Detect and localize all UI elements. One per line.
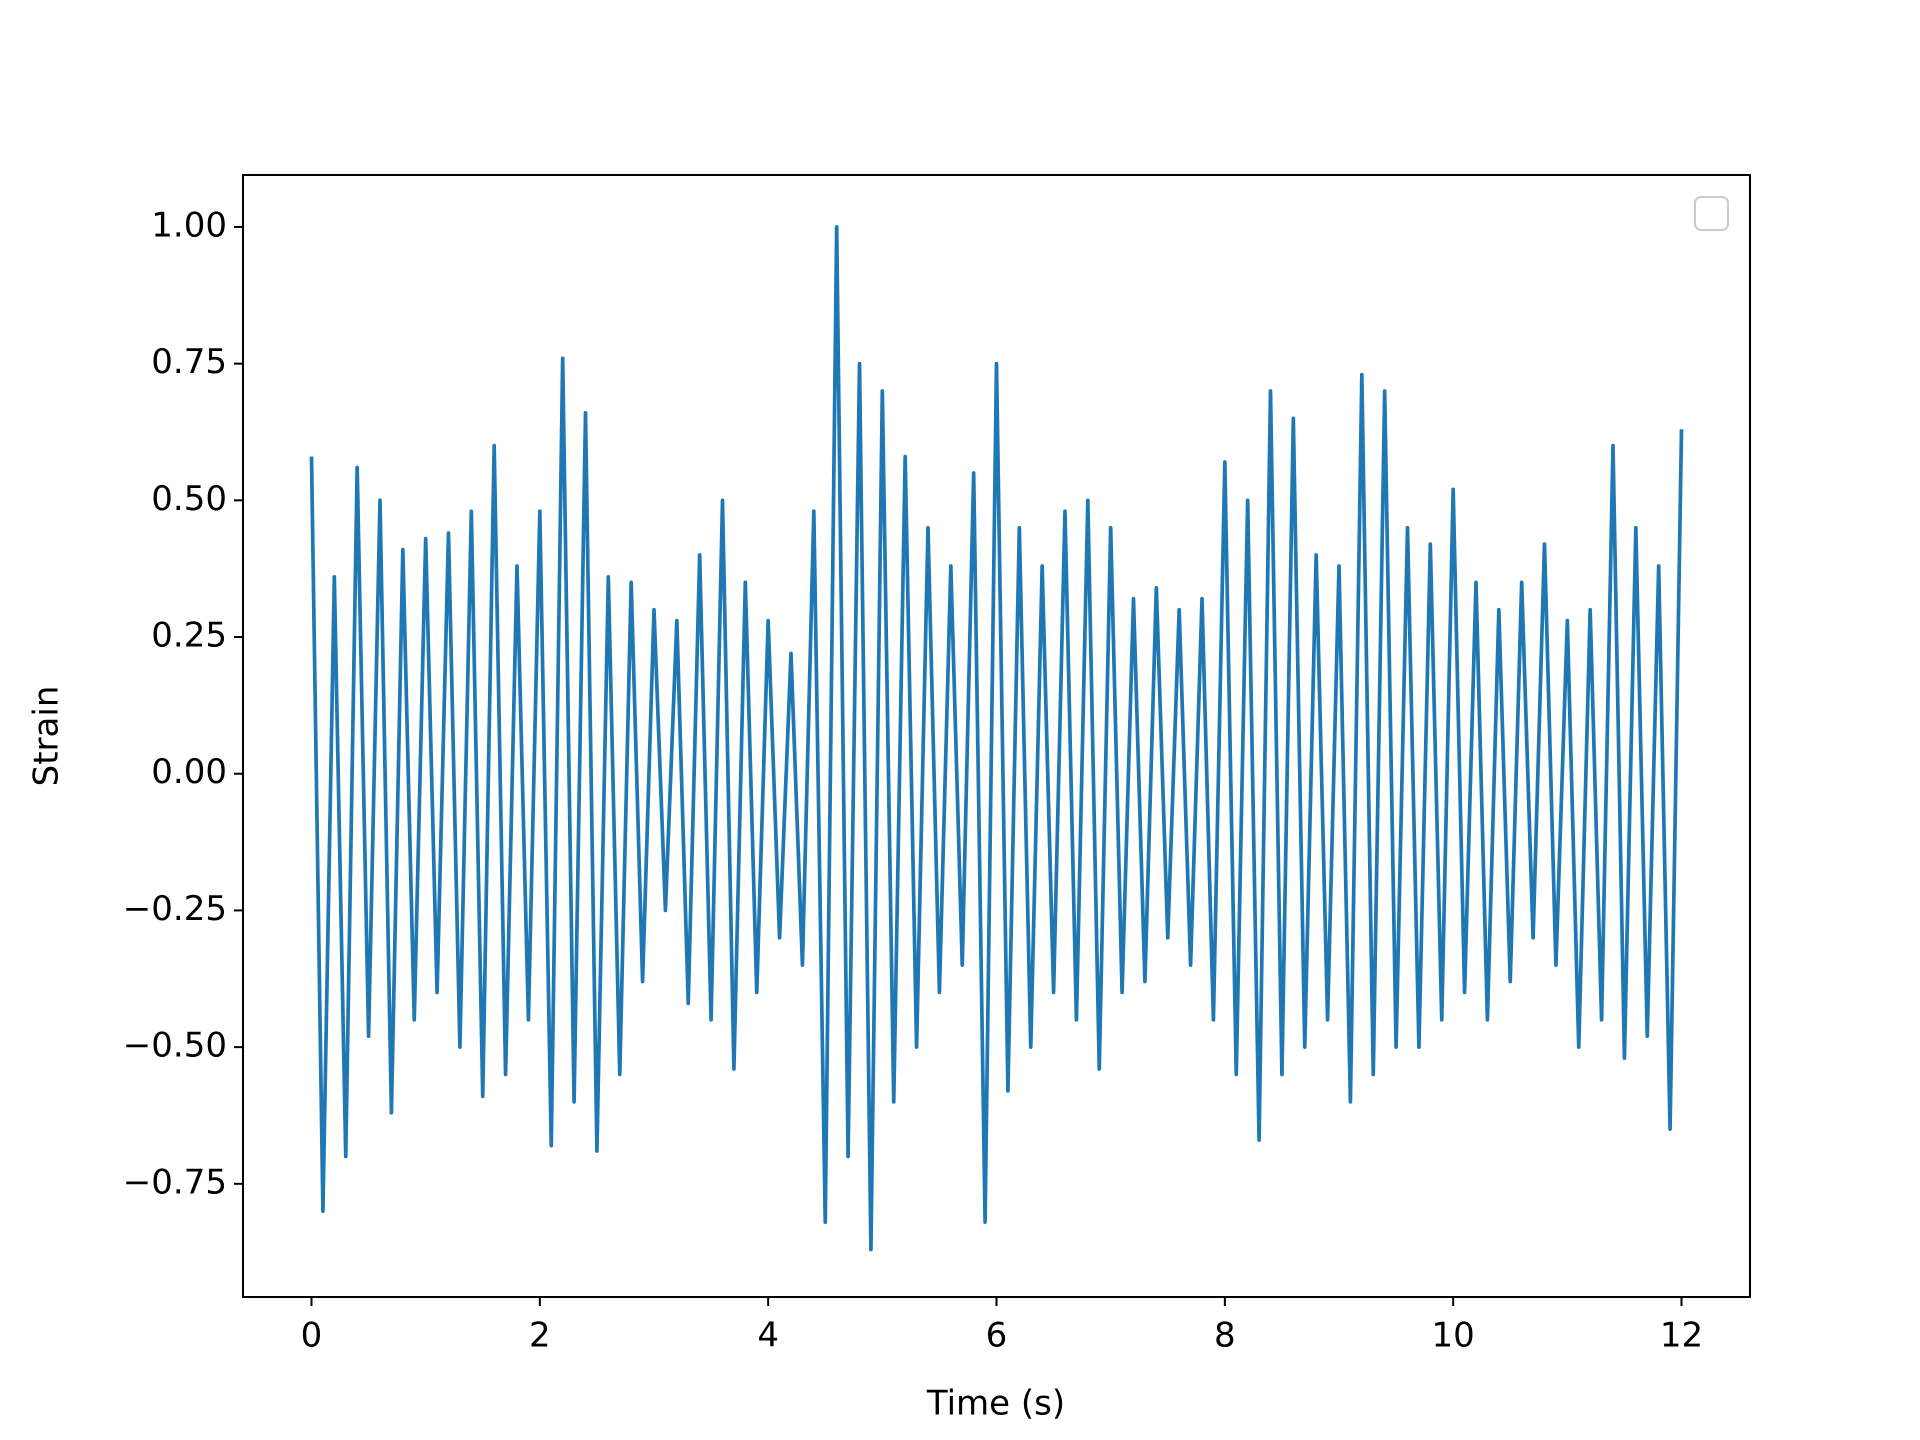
x-tick-label: 6	[986, 1316, 1008, 1356]
x-tick-label: 8	[1214, 1316, 1236, 1356]
x-tick-label: 4	[757, 1316, 779, 1356]
plot-area	[243, 175, 1750, 1297]
x-tick-label: 10	[1432, 1316, 1475, 1356]
y-axis-label: Strain	[27, 686, 67, 787]
y-tick-label: 0.25	[151, 616, 227, 656]
y-tick-label: −0.25	[123, 889, 227, 929]
y-tick-label: 0.50	[151, 479, 227, 519]
y-tick-label: −0.75	[123, 1162, 227, 1202]
axes-frame	[242, 174, 1751, 1298]
y-tick-label: 0.75	[151, 342, 227, 382]
y-tick-label: 0.00	[151, 752, 227, 792]
x-tick-label: 12	[1660, 1316, 1703, 1356]
y-tick-label: −0.50	[123, 1026, 227, 1066]
legend-box	[1694, 196, 1729, 231]
x-tick-label: 0	[301, 1316, 323, 1356]
y-tick-label: 1.00	[151, 205, 227, 245]
data-line	[309, 225, 1684, 1252]
x-tick-label: 2	[529, 1316, 551, 1356]
x-axis-label: Time (s)	[926, 1384, 1065, 1424]
